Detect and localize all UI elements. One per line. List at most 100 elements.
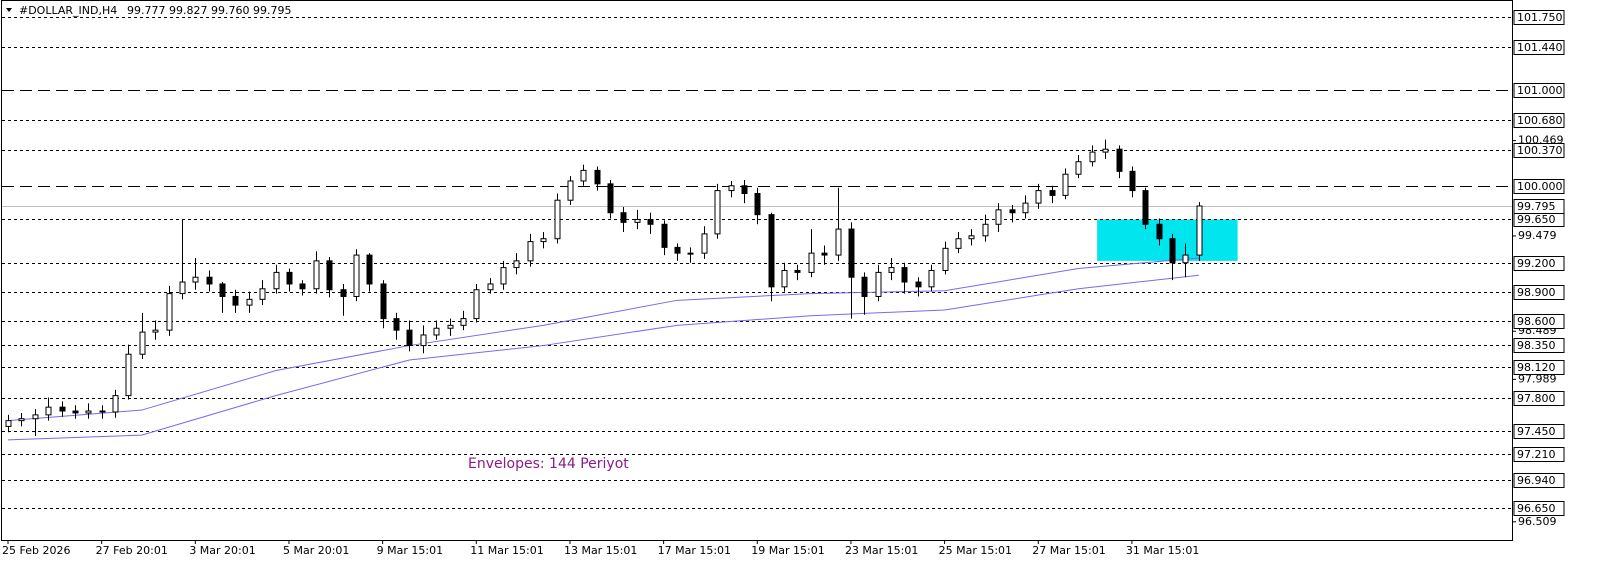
candle-body <box>246 298 253 306</box>
level-label-box <box>1513 391 1565 406</box>
candle-body <box>1142 190 1149 225</box>
candle-body <box>380 283 387 320</box>
level-label-box <box>1513 143 1565 158</box>
level-label: 98.120 <box>1517 361 1556 374</box>
candle-body <box>166 293 173 331</box>
candle-body <box>928 269 935 288</box>
candle-body <box>861 276 868 297</box>
candle-body <box>18 418 25 422</box>
candle-body <box>232 295 239 306</box>
candle-body <box>340 289 347 297</box>
candle-body <box>968 235 975 240</box>
candle-body <box>995 209 1002 225</box>
candle-body <box>139 331 146 355</box>
candle-body <box>942 247 949 271</box>
candle-body <box>192 276 199 283</box>
candle-body <box>99 410 106 413</box>
level-label-box <box>1513 285 1565 300</box>
candle-body <box>1075 161 1082 175</box>
candle-body <box>701 233 708 254</box>
candle-body <box>687 252 694 255</box>
level-label: 100.370 <box>1517 144 1563 157</box>
candle-body <box>594 169 601 185</box>
candle-body <box>460 318 467 326</box>
x-tick-label: 3 Mar 20:01 <box>189 544 255 557</box>
candle-body <box>206 276 213 285</box>
candle-body <box>1035 190 1042 204</box>
candle-body <box>768 214 775 288</box>
y-tick-label: 96.509 <box>1518 515 1557 528</box>
x-tick-label: 9 Mar 15:01 <box>377 544 443 557</box>
envelope-lower <box>7 274 1199 441</box>
candle-body <box>286 271 293 285</box>
y-tick-label: 99.479 <box>1518 229 1557 242</box>
candle-body <box>5 420 12 427</box>
level-label-box <box>1513 424 1565 439</box>
candle-body <box>915 281 922 288</box>
candle-body <box>567 180 574 201</box>
candle-body <box>326 260 333 291</box>
candle-body <box>982 223 989 237</box>
candle-body <box>1182 254 1189 264</box>
candle-body <box>1116 148 1123 172</box>
candle-body <box>1129 170 1136 192</box>
candle-body <box>299 283 306 290</box>
x-tick-label: 25 Feb 2026 <box>2 544 70 557</box>
candle-body <box>607 183 614 214</box>
candle-body <box>781 269 788 288</box>
x-tick-label: 31 Mar 15:01 <box>1126 544 1199 557</box>
candle-body <box>420 334 427 347</box>
level-label: 100.000 <box>1517 180 1563 193</box>
candle-body <box>393 318 400 331</box>
candle-body <box>1196 205 1203 256</box>
candle-body <box>647 218 654 225</box>
candle-body <box>353 254 360 297</box>
level-label: 100.680 <box>1517 114 1563 127</box>
candle-body <box>500 267 507 285</box>
x-tick-label: 17 Mar 15:01 <box>658 544 731 557</box>
candle-body <box>580 169 587 182</box>
annotation: Envelopes: 144 Periyot <box>468 456 629 472</box>
candle-body <box>661 223 668 248</box>
candle-body <box>674 246 681 254</box>
level-label-box <box>1513 10 1565 25</box>
chart-title: #DOLLAR_IND,H4 <box>19 4 117 17</box>
level-label-box <box>1513 338 1565 353</box>
x-tick-label: 27 Mar 15:01 <box>1032 544 1105 557</box>
level-label: 98.900 <box>1517 286 1556 299</box>
candle-body <box>875 271 882 297</box>
level-label-box <box>1513 256 1565 271</box>
level-label: 96.940 <box>1517 474 1556 487</box>
candle-body <box>513 260 520 269</box>
x-tick-label: 19 Mar 15:01 <box>751 544 824 557</box>
level-label: 97.800 <box>1517 392 1556 405</box>
candle-body <box>821 252 828 256</box>
level-label: 99.200 <box>1517 257 1556 270</box>
candle-body <box>152 329 159 333</box>
level-label: 101.750 <box>1517 11 1563 24</box>
candle-body <box>259 288 266 300</box>
level-label-box <box>1513 179 1565 194</box>
x-tick-label: 11 Mar 15:01 <box>470 544 543 557</box>
candle-body <box>447 324 454 329</box>
level-label: 98.600 <box>1517 315 1556 328</box>
candle-body <box>634 218 641 223</box>
candle-body <box>1102 148 1109 153</box>
level-label-box <box>1513 314 1565 329</box>
level-label: 101.000 <box>1517 84 1563 97</box>
candle-body <box>72 410 79 414</box>
menu-arrow[interactable] <box>6 8 12 12</box>
quote: 99.777 99.827 99.760 99.795 <box>127 4 291 17</box>
candle-body <box>754 192 761 216</box>
candle-body <box>728 185 735 192</box>
candle-body <box>406 329 413 347</box>
level-label-box <box>1513 40 1565 55</box>
level-label: 98.350 <box>1517 339 1556 352</box>
x-tick-label: 27 Feb 20:01 <box>96 544 168 557</box>
candle-body <box>554 199 561 240</box>
candle-body <box>741 185 748 194</box>
level-label-box <box>1513 83 1565 98</box>
x-tick-label: 25 Mar 15:01 <box>939 544 1012 557</box>
candle-body <box>1169 238 1176 264</box>
